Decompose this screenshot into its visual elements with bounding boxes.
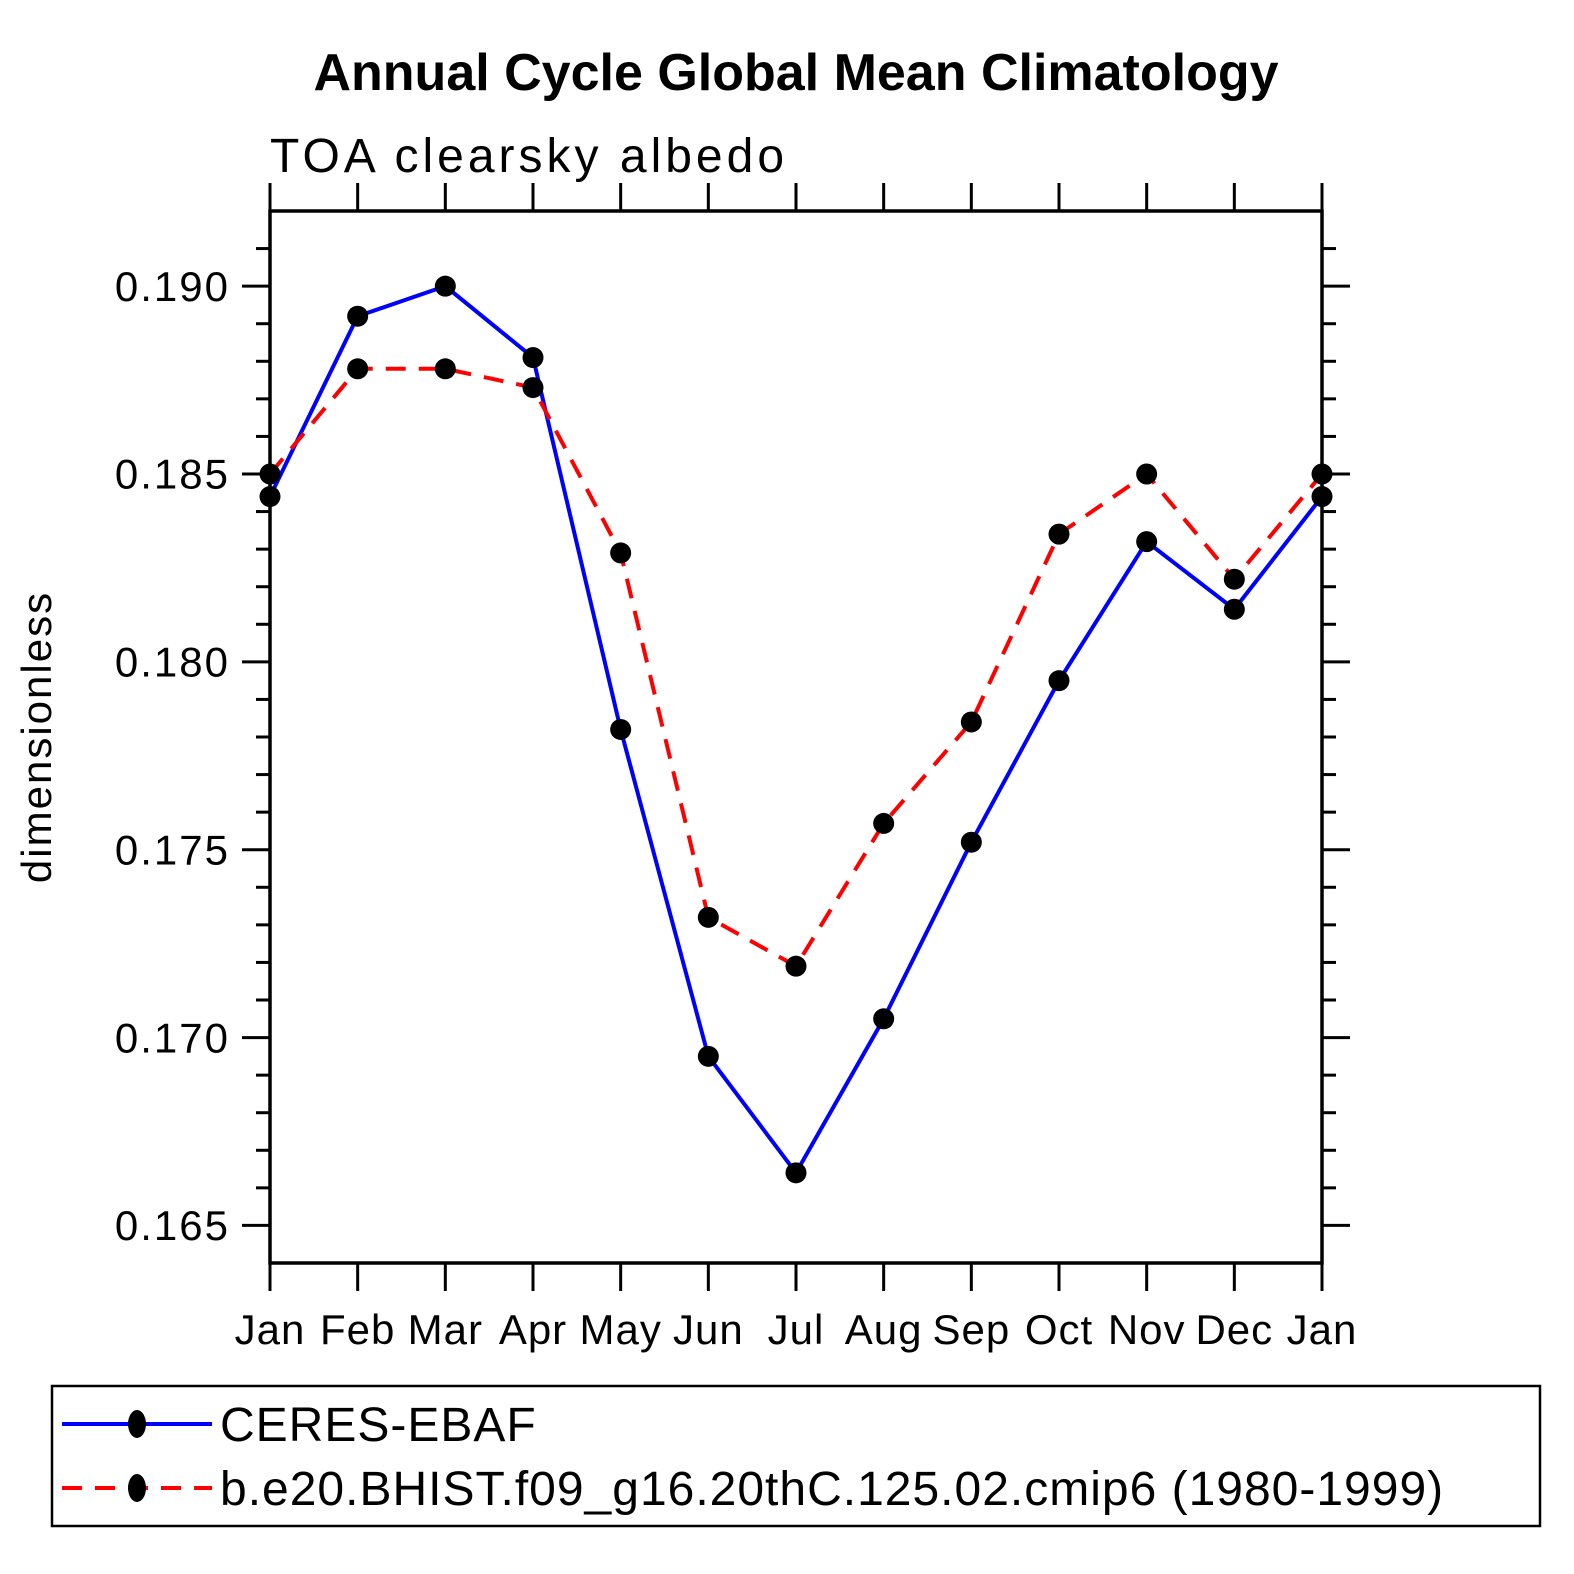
x-tick-label: Apr: [499, 1306, 567, 1353]
y-tick-label: 0.185: [115, 451, 230, 498]
data-point-marker: [347, 358, 369, 380]
x-tick-label: Aug: [845, 1306, 923, 1353]
x-tick-label: Feb: [320, 1306, 395, 1353]
data-point-marker: [259, 486, 281, 508]
x-tick-label: Dec: [1195, 1306, 1273, 1353]
y-tick-label: 0.165: [115, 1202, 230, 1249]
data-point-marker: [259, 463, 281, 485]
data-point-marker: [522, 377, 544, 399]
data-point-marker: [434, 358, 456, 380]
data-point-marker: [1048, 670, 1070, 692]
legend-swatch-marker: [128, 1474, 146, 1502]
data-point-marker: [960, 831, 982, 853]
x-tick-label: Mar: [408, 1306, 483, 1353]
data-point-marker: [1136, 531, 1158, 553]
series-observation: [259, 275, 1333, 1184]
y-tick-label: 0.170: [115, 1014, 230, 1061]
x-tick-label: Jan: [235, 1306, 306, 1353]
legend-box: [50, 1384, 1542, 1528]
axes: 0.190 0.185 0.180 0.175 0.170 0.165 Jan Feb Mar A…: [115, 183, 1358, 1353]
legend-label: b.e20.BHIST.f09_g16.20thC.125.02.cmip6 (…: [220, 1463, 1444, 1516]
data-series: [259, 275, 1333, 1184]
legend-row: CERES-EBAF: [62, 1399, 537, 1452]
legend: CERES-EBAF b.e20.BHIST.f09_g16.20thC.125.…: [50, 1384, 1542, 1528]
x-tick-label: May: [579, 1306, 661, 1353]
data-point-marker: [610, 542, 632, 564]
data-point-marker: [873, 1008, 895, 1030]
x-tick-label: Nov: [1108, 1306, 1186, 1353]
y-tick-label: 0.190: [115, 263, 230, 310]
legend-row: b.e20.BHIST.f09_g16.20thC.125.02.cmip6 (…: [62, 1463, 1444, 1516]
data-point-marker: [785, 1162, 807, 1184]
data-point-marker: [434, 275, 456, 297]
data-point-marker: [1048, 523, 1070, 545]
chart-subtitle: TOA clearsky albedo: [270, 130, 788, 183]
y-tick-label: 0.180: [115, 639, 230, 686]
data-point-marker: [1311, 486, 1333, 508]
legend-swatch-marker: [128, 1410, 146, 1438]
data-point-marker: [697, 1045, 719, 1067]
data-point-marker: [697, 906, 719, 928]
data-point-marker: [785, 955, 807, 977]
series-line: [268, 283, 1324, 1177]
data-point-marker: [1223, 598, 1245, 620]
plot-frame: [268, 209, 1324, 1265]
data-point-marker: [610, 718, 632, 740]
data-point-marker: [1311, 463, 1333, 485]
legend-label: CERES-EBAF: [220, 1399, 537, 1452]
x-tick-label: Jan: [1287, 1306, 1358, 1353]
x-tick-label: Sep: [932, 1306, 1010, 1353]
y-axis-label: dimensionless: [13, 591, 60, 883]
series-model: [259, 358, 1333, 977]
data-point-marker: [960, 711, 982, 733]
series-line: [268, 366, 1324, 969]
data-point-marker: [522, 347, 544, 369]
data-point-marker: [347, 305, 369, 327]
data-point-marker: [873, 812, 895, 834]
x-tick-label: Jun: [673, 1306, 744, 1353]
x-tick-label: Jul: [768, 1306, 825, 1353]
data-point-marker: [1136, 463, 1158, 485]
data-point-marker: [1223, 568, 1245, 590]
y-tick-label: 0.175: [115, 826, 230, 873]
chart-title: Annual Cycle Global Mean Climatology: [313, 44, 1278, 102]
x-tick-label: Oct: [1025, 1306, 1093, 1353]
